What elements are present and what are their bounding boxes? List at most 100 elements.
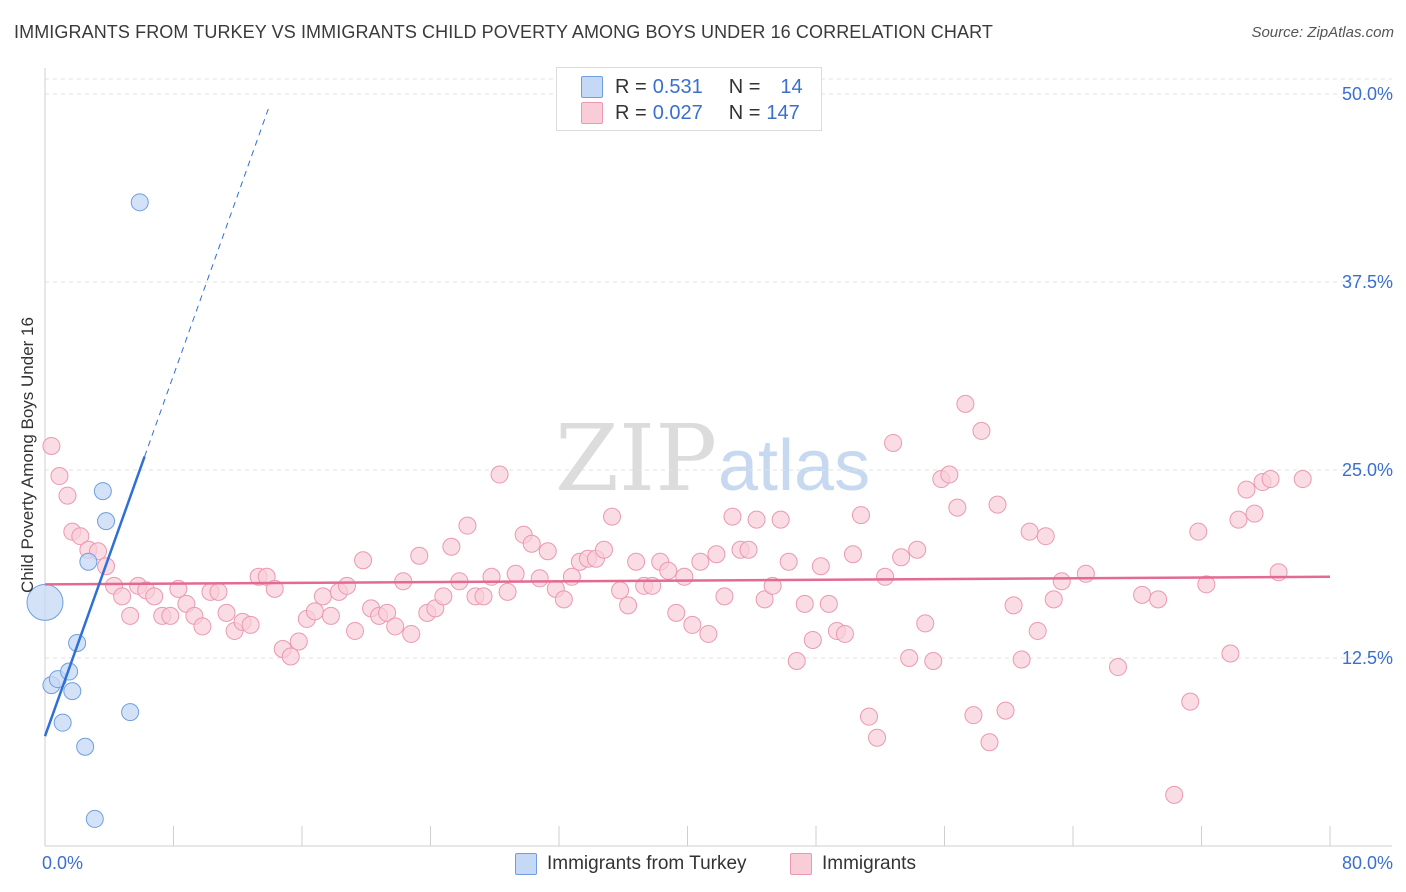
- legend-item-immigrants: Immigrants: [790, 852, 916, 876]
- y-tick-label: 25.0%: [1342, 460, 1393, 480]
- immigrants-point: [71, 527, 90, 546]
- immigrants-point: [458, 516, 477, 535]
- immigrants-point: [739, 540, 758, 559]
- legend-item-turkey: Immigrants from Turkey: [515, 852, 747, 876]
- immigrants-point: [851, 506, 870, 525]
- turkey-point: [130, 193, 149, 212]
- immigrants-point: [860, 707, 879, 726]
- immigrants-point: [265, 579, 284, 598]
- legend-n-value: 147: [766, 101, 800, 124]
- immigrants-point: [121, 606, 140, 625]
- immigrants-point: [1076, 564, 1095, 583]
- immigrants-trend-line: [44, 575, 1331, 586]
- legend-row-immigrants: R = 0.027 N = 147: [581, 101, 800, 125]
- immigrants-point: [803, 630, 822, 649]
- immigrants-point: [964, 706, 983, 725]
- legend-r-label: R =: [615, 75, 647, 98]
- immigrants-point: [956, 394, 975, 413]
- turkey-trend-line: [43, 456, 146, 737]
- immigrants-point: [410, 546, 429, 565]
- immigrants-point: [346, 621, 365, 640]
- immigrants-point: [811, 557, 830, 576]
- immigrants-point: [1245, 504, 1264, 523]
- legend-swatch-pink: [581, 102, 603, 124]
- legend-r-label: R =: [615, 101, 647, 124]
- immigrants-point: [113, 587, 132, 606]
- turkey-points: [26, 193, 149, 828]
- immigrants-point: [1261, 470, 1280, 489]
- immigrants-point: [715, 587, 734, 606]
- immigrants-point: [916, 614, 935, 633]
- immigrants-point: [490, 465, 509, 484]
- immigrants-point: [972, 421, 991, 440]
- immigrants-point: [819, 594, 838, 613]
- immigrants-point: [50, 467, 69, 486]
- immigrants-point: [378, 603, 397, 622]
- chart-title: IMMIGRANTS FROM TURKEY VS IMMIGRANTS CHI…: [14, 22, 993, 42]
- legend-n-label: N =: [728, 75, 761, 98]
- immigrants-point: [289, 632, 308, 651]
- immigrants-point: [305, 602, 324, 621]
- immigrants-point: [868, 728, 887, 747]
- legend-n-label: N =: [728, 101, 761, 124]
- legend-swatch-blue: [515, 853, 537, 875]
- immigrants-point: [1293, 470, 1312, 489]
- immigrants-point: [619, 596, 638, 615]
- y-tick-label: 50.0%: [1342, 84, 1393, 104]
- immigrants-point: [980, 733, 999, 752]
- immigrants-point: [683, 615, 702, 634]
- immigrants-point: [217, 603, 236, 622]
- immigrants-point: [145, 587, 164, 606]
- immigrants-point: [603, 507, 622, 526]
- immigrants-point: [1229, 510, 1248, 529]
- immigrants-point: [787, 652, 806, 671]
- immigrants-point: [996, 701, 1015, 720]
- x-tick-label: 0.0%: [42, 853, 83, 873]
- immigrants-point: [779, 552, 798, 571]
- immigrants-point: [562, 567, 581, 586]
- immigrants-point: [1020, 522, 1039, 541]
- watermark-zip: ZIP: [555, 405, 717, 512]
- trend-lines: [43, 108, 1331, 737]
- immigrants-point: [474, 587, 493, 606]
- immigrants-point: [1028, 621, 1047, 640]
- immigrants-point: [691, 552, 710, 571]
- legend-swatch-blue: [581, 76, 603, 98]
- immigrants-point: [434, 587, 453, 606]
- tick-labels: 12.5% 25.0% 37.5% 50.0% 0.0% 80.0%: [42, 84, 1393, 873]
- turkey-point: [97, 512, 116, 531]
- immigrants-point: [940, 465, 959, 484]
- turkey-point: [76, 737, 95, 756]
- immigrants-point: [538, 542, 557, 561]
- immigrants-point: [1221, 644, 1240, 663]
- legend-r-value: 0.531: [652, 75, 703, 98]
- turkey-point: [63, 682, 82, 701]
- immigrants-point: [1044, 590, 1063, 609]
- immigrants-point: [876, 567, 895, 586]
- immigrants-point: [988, 495, 1007, 514]
- immigrants-point: [1189, 522, 1208, 541]
- legend-label-turkey: Immigrants from Turkey: [547, 853, 747, 874]
- immigrants-point: [1108, 658, 1127, 677]
- immigrants-point: [1133, 585, 1152, 604]
- immigrants-point: [627, 552, 646, 571]
- immigrants-point: [337, 576, 356, 595]
- immigrants-point: [908, 540, 927, 559]
- axes: [44, 68, 1392, 847]
- immigrants-point: [884, 433, 903, 452]
- immigrants-point: [193, 617, 212, 636]
- immigrants-point: [892, 548, 911, 567]
- immigrants-point: [843, 545, 862, 564]
- turkey-point: [79, 552, 98, 571]
- immigrants-point: [699, 624, 718, 643]
- immigrants-point: [506, 564, 525, 583]
- immigrants-point: [795, 594, 814, 613]
- immigrants-point: [354, 551, 373, 570]
- turkey-point: [53, 713, 72, 732]
- turkey-point: [85, 809, 104, 828]
- immigrants-point: [1237, 480, 1256, 499]
- turkey-point: [26, 583, 64, 621]
- immigrants-point: [281, 647, 300, 666]
- immigrants-point: [755, 590, 774, 609]
